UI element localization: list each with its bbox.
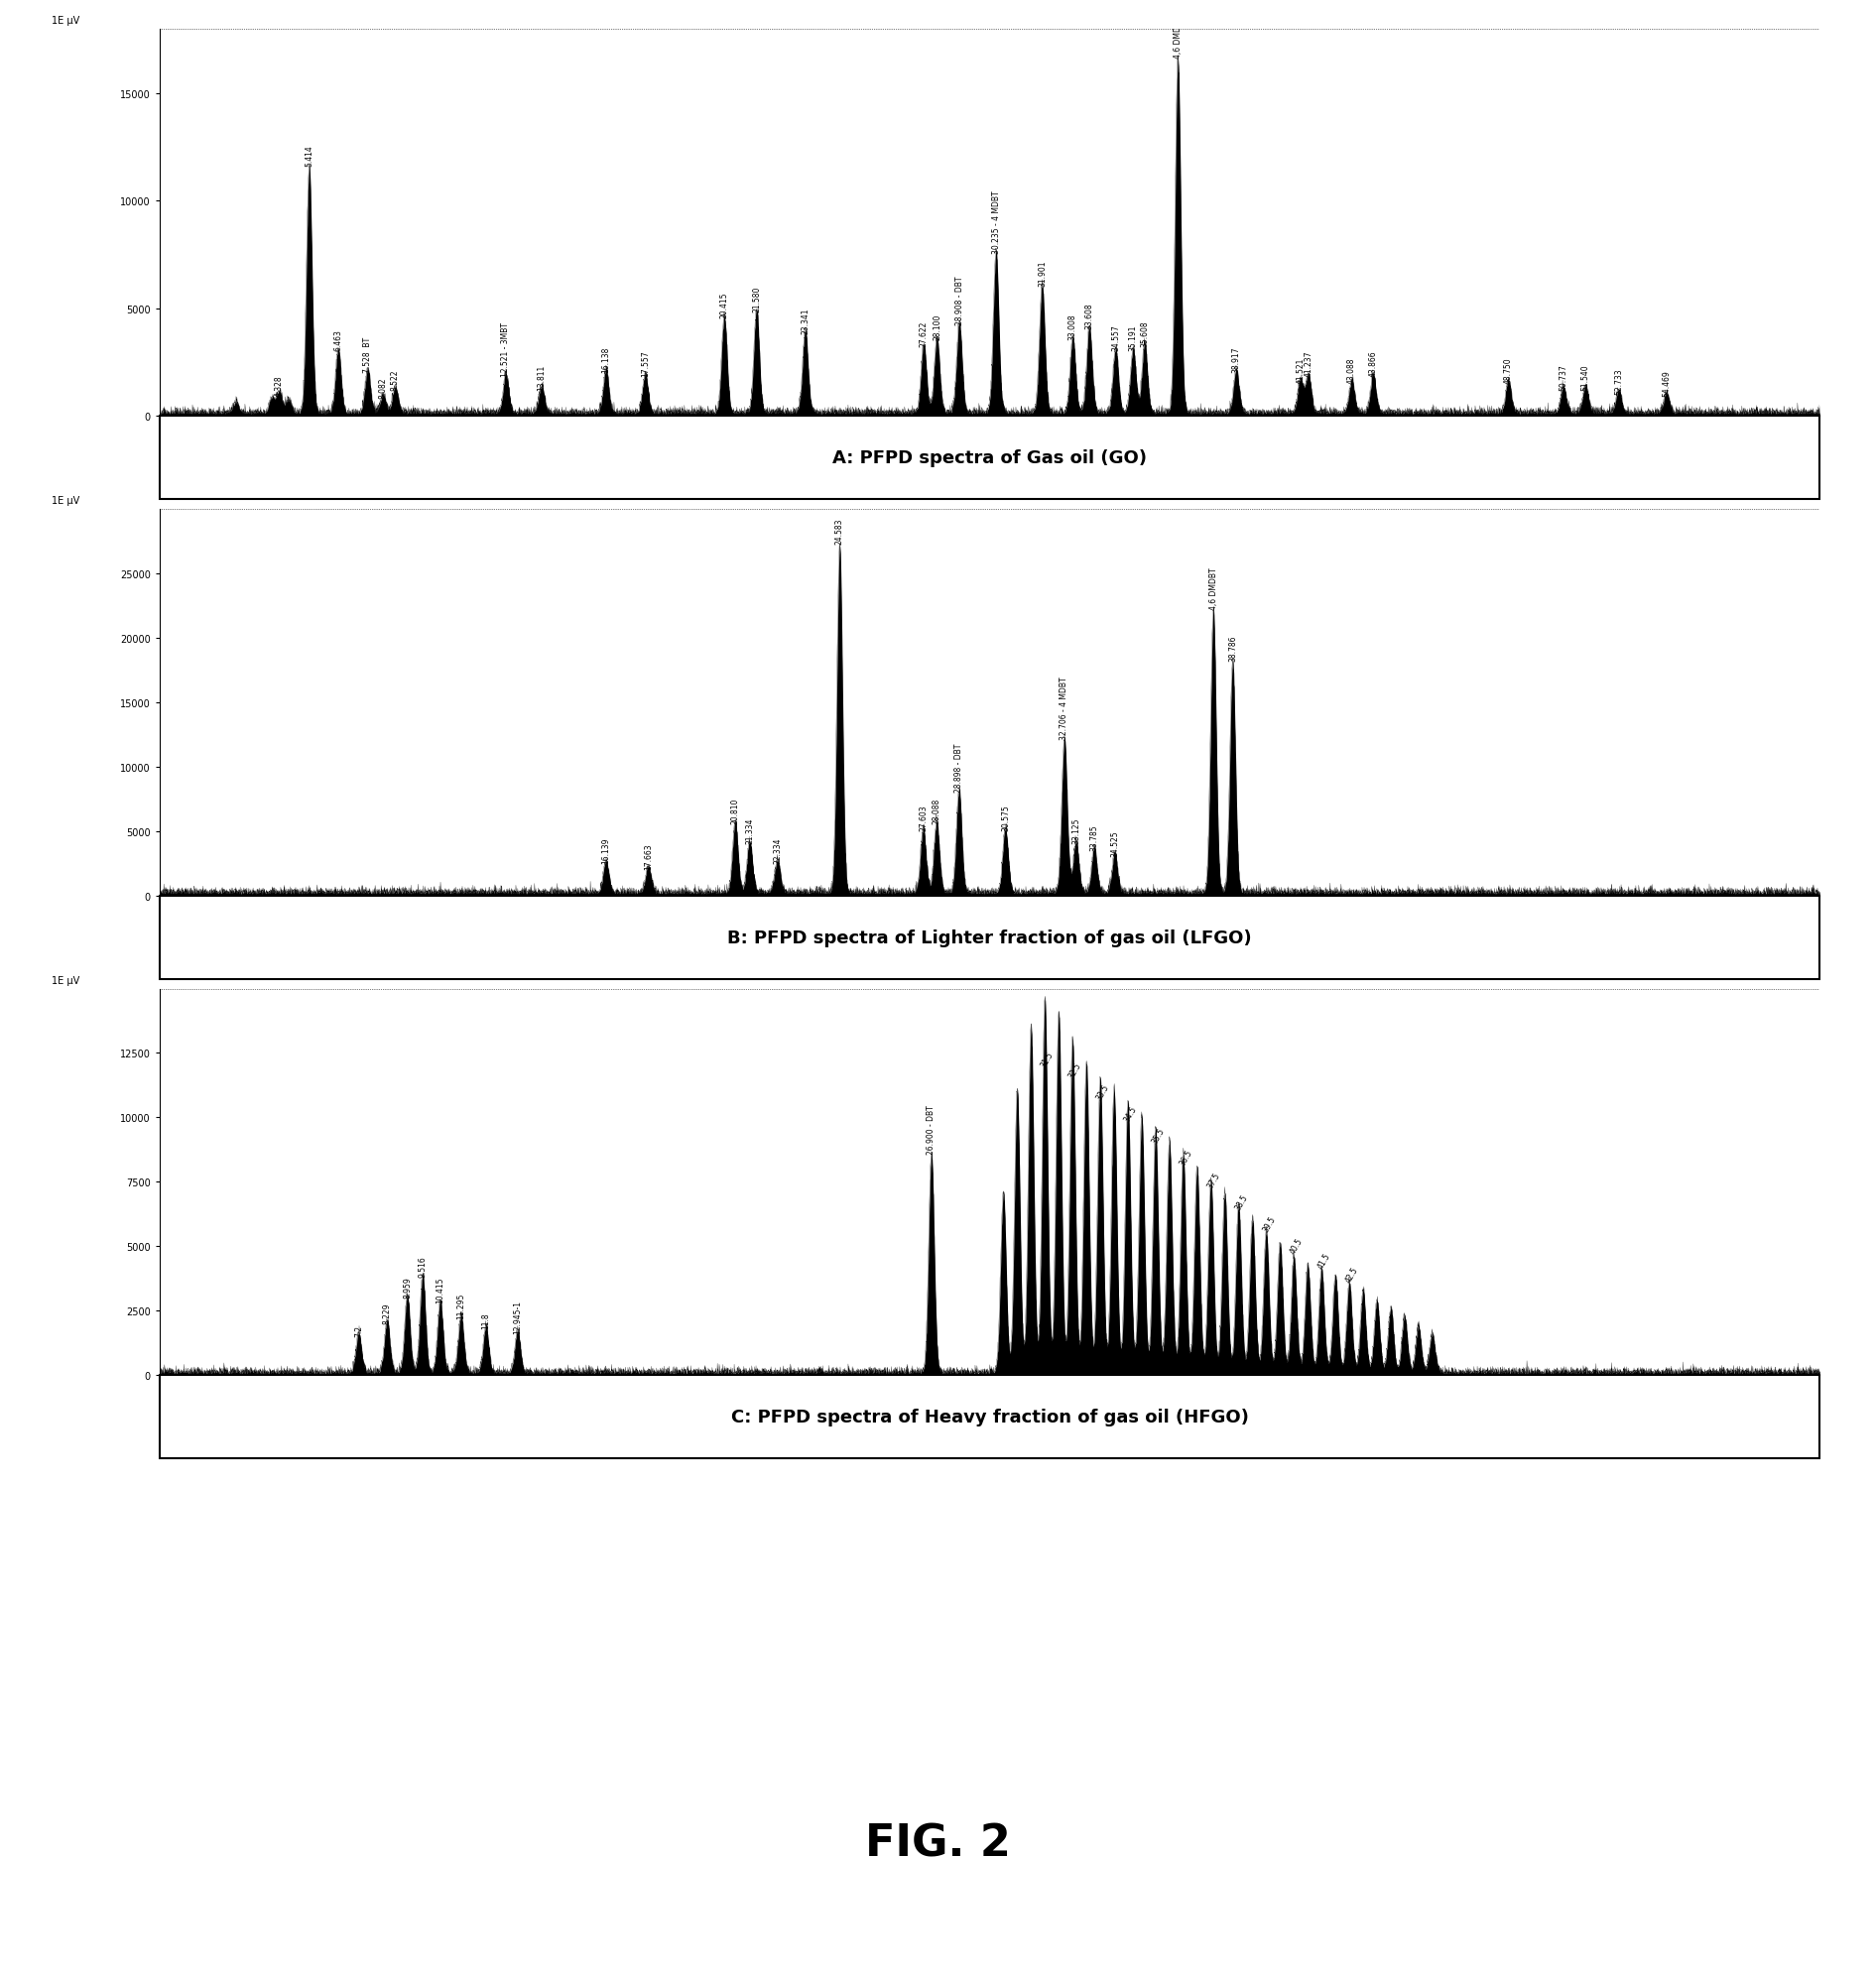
Text: 7.528  BT: 7.528 BT xyxy=(364,337,371,373)
Text: 7.2: 7.2 xyxy=(355,1324,364,1336)
Text: 33.008: 33.008 xyxy=(1067,313,1077,341)
Text: 33.125: 33.125 xyxy=(1071,817,1081,844)
Text: 24.583: 24.583 xyxy=(835,517,844,545)
Text: 31.5: 31.5 xyxy=(1039,1050,1056,1068)
Text: 43.866: 43.866 xyxy=(1369,351,1377,377)
Text: 38.5: 38.5 xyxy=(1233,1193,1249,1211)
Text: 38.917: 38.917 xyxy=(1233,347,1240,373)
Text: 26.900 - DBT: 26.900 - DBT xyxy=(927,1106,936,1154)
Text: 33.785: 33.785 xyxy=(1090,825,1099,850)
Text: 48.750: 48.750 xyxy=(1505,357,1512,385)
Text: 20.415: 20.415 xyxy=(720,293,730,319)
Text: 12.945-1: 12.945-1 xyxy=(514,1300,522,1334)
Text: 16.138: 16.138 xyxy=(602,347,610,373)
Text: 9.516: 9.516 xyxy=(418,1255,428,1276)
Text: 33.608: 33.608 xyxy=(1084,303,1094,329)
Text: 10.415: 10.415 xyxy=(435,1276,445,1302)
Text: 32.706 - 4 MDBT: 32.706 - 4 MDBT xyxy=(1060,676,1069,739)
Text: 36.5: 36.5 xyxy=(1178,1148,1193,1167)
Text: 30.575: 30.575 xyxy=(1002,805,1009,830)
Text: 8.082: 8.082 xyxy=(379,377,388,398)
FancyBboxPatch shape xyxy=(159,416,1820,499)
Text: 11.295: 11.295 xyxy=(456,1292,465,1318)
Text: 39.5: 39.5 xyxy=(1261,1215,1278,1233)
Text: 23.341: 23.341 xyxy=(801,307,810,333)
Text: 13.811: 13.811 xyxy=(537,365,546,390)
Text: 28.898 - DBT: 28.898 - DBT xyxy=(955,743,964,791)
Text: 20.810: 20.810 xyxy=(732,799,739,825)
Text: 16.139: 16.139 xyxy=(602,836,610,864)
Text: 1E μV: 1E μV xyxy=(51,496,79,505)
Text: 41.521: 41.521 xyxy=(1296,357,1306,385)
Text: 52.733: 52.733 xyxy=(1613,369,1623,394)
Text: 27.622: 27.622 xyxy=(919,321,929,347)
FancyBboxPatch shape xyxy=(159,1376,1820,1459)
Text: 34.557: 34.557 xyxy=(1111,325,1120,351)
Text: C: PFPD spectra of Heavy fraction of gas oil (HFGO): C: PFPD spectra of Heavy fraction of gas… xyxy=(732,1407,1248,1427)
Text: 28.100: 28.100 xyxy=(932,315,942,341)
Text: 35.191: 35.191 xyxy=(1129,325,1137,351)
FancyBboxPatch shape xyxy=(159,896,1820,979)
Text: 17.557: 17.557 xyxy=(642,351,649,377)
Text: B: PFPD spectra of Lighter fraction of gas oil (LFGO): B: PFPD spectra of Lighter fraction of g… xyxy=(728,928,1251,947)
Text: 32.5: 32.5 xyxy=(1067,1060,1082,1080)
Text: 22.334: 22.334 xyxy=(773,836,782,864)
Text: 11.8: 11.8 xyxy=(482,1312,490,1328)
Text: 8.959: 8.959 xyxy=(403,1276,413,1298)
Text: 1E μV: 1E μV xyxy=(51,975,79,985)
Text: 1E μV: 1E μV xyxy=(51,16,79,26)
Text: 34.5: 34.5 xyxy=(1122,1104,1139,1124)
Text: 54.469: 54.469 xyxy=(1662,371,1672,396)
Text: 35.608: 35.608 xyxy=(1141,321,1150,347)
Text: 5.414: 5.414 xyxy=(304,145,313,166)
Text: 51.540: 51.540 xyxy=(1581,365,1591,390)
Text: 38.786: 38.786 xyxy=(1229,636,1236,662)
Text: 40.5: 40.5 xyxy=(1289,1237,1304,1255)
Text: 8.522: 8.522 xyxy=(390,369,400,390)
Text: 17.663: 17.663 xyxy=(643,844,653,870)
Text: A: PFPD spectra of Gas oil (GO): A: PFPD spectra of Gas oil (GO) xyxy=(833,448,1146,468)
Text: 28.088: 28.088 xyxy=(932,799,942,825)
Text: 4.328: 4.328 xyxy=(274,375,283,396)
Text: 34.525: 34.525 xyxy=(1111,830,1120,856)
Text: 12.521 - 3MBT: 12.521 - 3MBT xyxy=(501,323,510,377)
Text: 35.5: 35.5 xyxy=(1150,1126,1167,1146)
Text: 37.5: 37.5 xyxy=(1206,1169,1221,1189)
Text: 33.5: 33.5 xyxy=(1096,1082,1111,1102)
Text: 50.737: 50.737 xyxy=(1559,363,1568,390)
Text: 21.580: 21.580 xyxy=(752,285,762,311)
Text: 31.901: 31.901 xyxy=(1037,260,1047,285)
Text: 41.237: 41.237 xyxy=(1304,351,1313,377)
Text: 8.229: 8.229 xyxy=(383,1302,392,1324)
Text: 42.5: 42.5 xyxy=(1343,1265,1360,1284)
Text: 41.5: 41.5 xyxy=(1317,1251,1332,1270)
Text: 43.088: 43.088 xyxy=(1347,357,1356,385)
Text: 27.603: 27.603 xyxy=(919,805,929,830)
Text: 28.908 - DBT: 28.908 - DBT xyxy=(955,275,964,325)
Text: 6.463: 6.463 xyxy=(334,329,343,351)
Text: 4,6 DMDBT: 4,6 DMDBT xyxy=(1208,567,1218,610)
Text: 4,6 DMDBT: 4,6 DMDBT xyxy=(1174,16,1182,57)
Text: 21.334: 21.334 xyxy=(745,817,754,844)
Text: 30.235 - 4 MDBT: 30.235 - 4 MDBT xyxy=(992,190,1000,254)
Text: FIG. 2: FIG. 2 xyxy=(865,1821,1011,1865)
